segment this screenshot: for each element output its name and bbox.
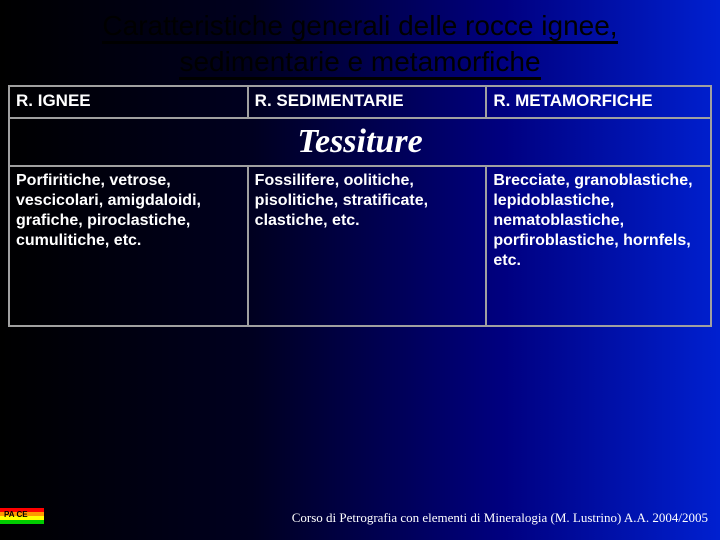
footer-text: Corso di Petrografia con elementi di Min… [292, 510, 708, 526]
cell-metamorfiche: Brecciate, granoblastiche, lepidoblastic… [486, 166, 711, 326]
section-cell: Tessiture [9, 118, 711, 166]
rock-table-container: R. IGNEE R. SEDIMENTARIE R. METAMORFICHE… [0, 85, 720, 327]
cell-sedimentarie: Fossilifere, oolitiche, pisolitiche, str… [248, 166, 487, 326]
header-sedimentarie: R. SEDIMENTARIE [248, 86, 487, 118]
pace-badge: PA CE [0, 508, 44, 524]
header-row: R. IGNEE R. SEDIMENTARIE R. METAMORFICHE [9, 86, 711, 118]
header-metamorfiche: R. METAMORFICHE [486, 86, 711, 118]
cell-ignee: Porfiritiche, vetrose, vescicolari, amig… [9, 166, 248, 326]
rock-table: R. IGNEE R. SEDIMENTARIE R. METAMORFICHE… [8, 85, 712, 327]
section-row: Tessiture [9, 118, 711, 166]
pace-label: PA CE [4, 510, 28, 519]
section-label: Tessiture [297, 123, 422, 160]
pace-stripe-3 [0, 520, 44, 524]
header-ignee: R. IGNEE [9, 86, 248, 118]
slide-title: Caratteristiche generali delle rocce ign… [0, 0, 720, 85]
body-row: Porfiritiche, vetrose, vescicolari, amig… [9, 166, 711, 326]
title-text: Caratteristiche generali delle rocce ign… [102, 10, 617, 80]
